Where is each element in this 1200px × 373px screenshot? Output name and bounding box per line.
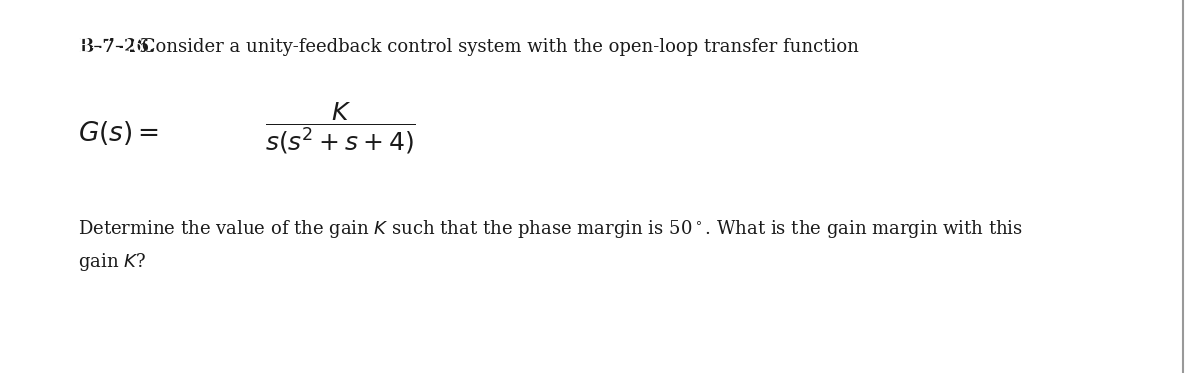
Text: $\dfrac{K}{s\left(s^2 + s + 4\right)}$: $\dfrac{K}{s\left(s^2 + s + 4\right)}$ <box>265 100 416 156</box>
Text: $\mathit{G}(s) =$: $\mathit{G}(s) =$ <box>78 119 160 147</box>
Text: gain $K$?: gain $K$? <box>78 251 146 273</box>
Text: B–7–26. Consider a unity-feedback control system with the open-loop transfer fun: B–7–26. Consider a unity-feedback contro… <box>78 38 872 56</box>
Text: Determine the value of the gain $K$ such that the phase margin is 50$^\circ$. Wh: Determine the value of the gain $K$ such… <box>78 218 1022 240</box>
Text: B–7–26.: B–7–26. <box>78 38 155 56</box>
Text: Consider a unity-feedback control system with the open-loop transfer function: Consider a unity-feedback control system… <box>136 38 859 56</box>
